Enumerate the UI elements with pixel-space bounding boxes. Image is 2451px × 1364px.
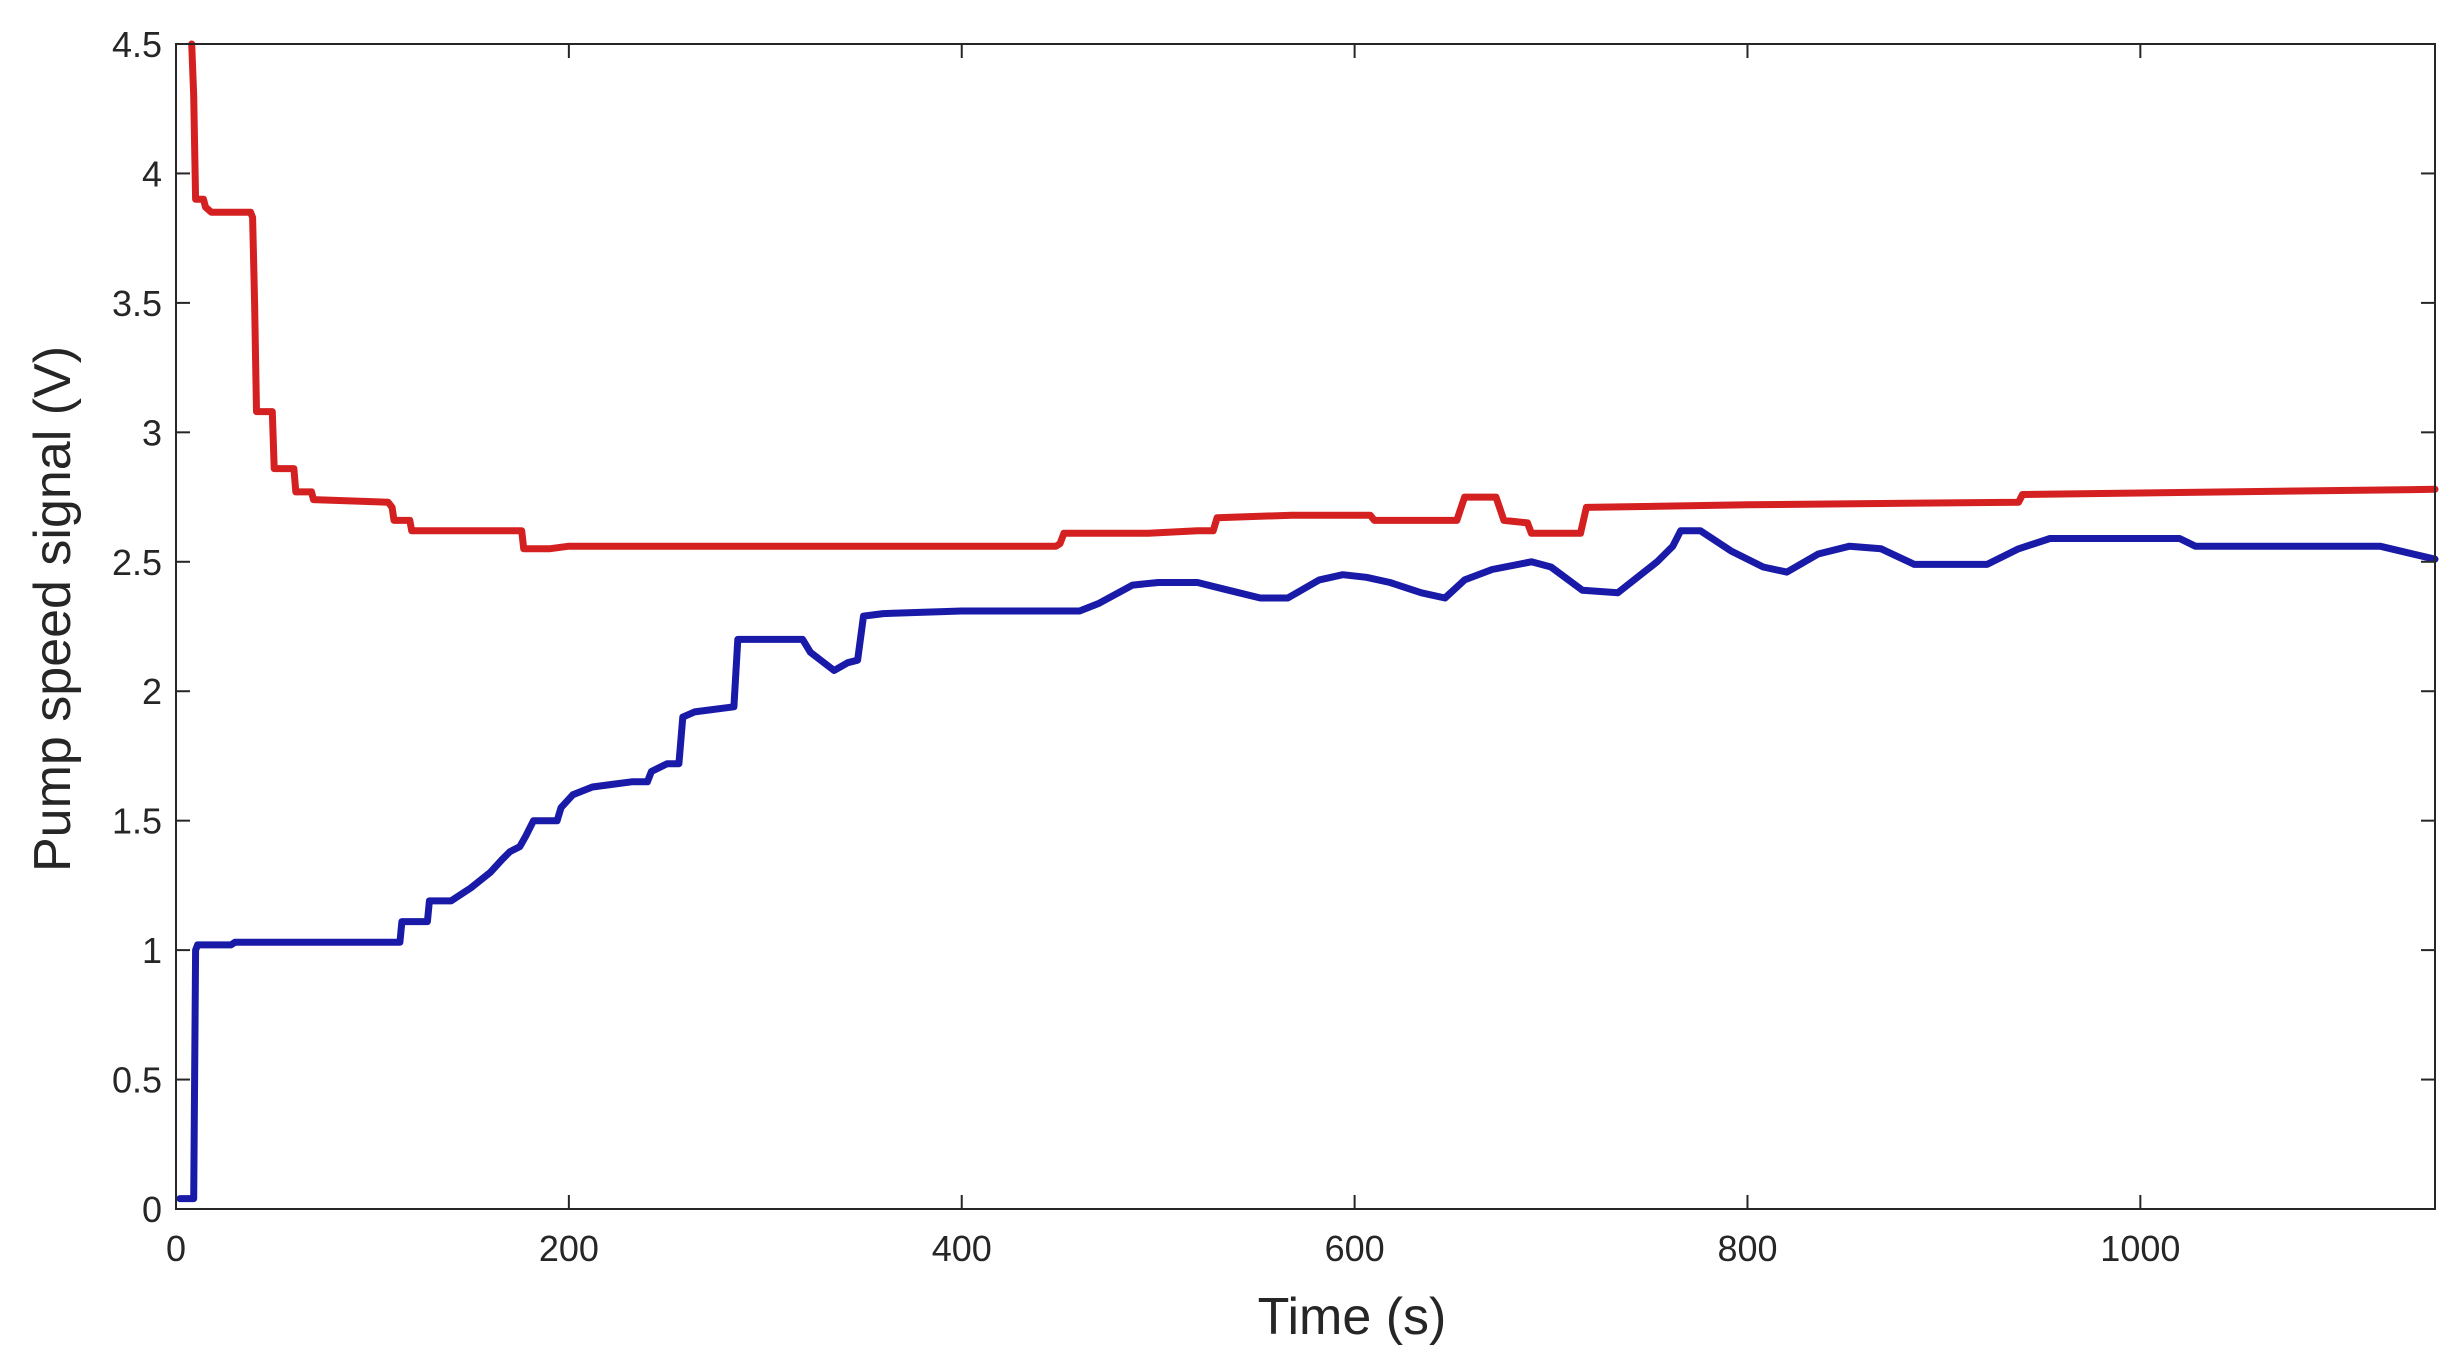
plot-frame xyxy=(175,43,2436,1210)
plot-area xyxy=(176,44,2435,1209)
y-tick-label: 4 xyxy=(142,153,162,194)
y-axis-label: Pump speed signal (V) xyxy=(24,346,82,872)
x-tick-label: 600 xyxy=(1325,1228,1385,1269)
y-axis-ticks: 0 0.5 1 1.5 2 2.5 3 3.5 4 4.5 xyxy=(112,24,2435,1230)
y-tick-label: 3 xyxy=(142,412,162,453)
series-line-1 xyxy=(188,40,2439,553)
y-tick-label: 1 xyxy=(142,930,162,971)
x-tick-label: 200 xyxy=(539,1228,599,1269)
y-tick-label: 0.5 xyxy=(112,1060,162,1101)
x-tick-label: 1000 xyxy=(2100,1228,2180,1269)
y-tick-label: 1.5 xyxy=(112,801,162,842)
x-tick-label: 800 xyxy=(1717,1228,1777,1269)
x-axis-label: Time (s) xyxy=(1258,1288,1447,1346)
y-tick-label: 2 xyxy=(142,671,162,712)
y-tick-label: 3.5 xyxy=(112,283,162,324)
series-line-2 xyxy=(176,527,2439,1203)
series-layer xyxy=(175,40,2439,1210)
x-axis-ticks: 0 200 400 600 800 1000 xyxy=(166,44,2180,1269)
x-tick-label: 400 xyxy=(932,1228,992,1269)
y-tick-label: 4.5 xyxy=(112,24,162,65)
y-tick-label: 2.5 xyxy=(112,542,162,583)
y-tick-label: 0 xyxy=(142,1189,162,1230)
x-tick-label: 0 xyxy=(166,1228,186,1269)
plot-background xyxy=(176,44,2435,1209)
